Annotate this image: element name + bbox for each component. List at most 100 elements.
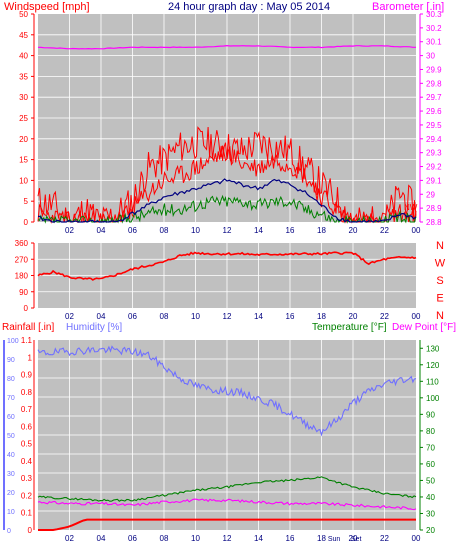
x-tick-label: 08 [160,312,169,321]
humidity-title: Humidity [%] [66,322,122,333]
rain-tick-label: 0.6 [21,422,33,431]
humidity-tick-label: 100 [7,338,19,345]
temperature-tick-label: 120 [426,361,440,370]
x-tick-label: 22 [380,226,389,235]
barometer-tick-label: 30.2 [426,24,442,33]
x-tick-label: 06 [128,226,137,235]
direction-tick-label: 360 [15,239,29,248]
humidity-axis: 0 10 20 30 40 50 60 70 80 90 100 [3,338,19,535]
rain-tick-label: 0.7 [21,405,33,414]
rain-tick-label: 0.8 [21,388,33,397]
x-tick-label: 22 [380,312,389,321]
barometer-tick-label: 29.3 [426,149,442,158]
temperature-line [37,476,417,502]
windspeed-tick-label: 40 [19,52,28,61]
temperature-tick-label: 70 [426,443,435,452]
windspeed-tick-label: 45 [19,31,28,40]
humidity-tick-label: 90 [7,357,15,364]
barometer-tick-label: 30 [426,52,435,61]
barometer-tick-label: 29.1 [426,176,442,185]
x-tick-label: 10 [191,226,200,235]
rain-tick-label: 1.1 [21,336,33,345]
rain-tick-label: 0.5 [21,440,33,449]
x-tick-label: 16 [286,226,295,235]
x-tick-label: 12 [223,226,232,235]
temperature-tick-label: 110 [426,377,439,386]
x-tick-label: 20 [349,534,358,543]
x-tick-label: 18 [317,226,326,235]
x-tick-label: 08 [160,534,169,543]
x-tick-label: 00 [412,534,421,543]
bottom-x-axis: 02 04 06 08 10 12 14 16 18 20 22 00 Sun Set [65,534,421,543]
rain-tick-label: 0.2 [21,491,33,500]
compass-label: S [436,275,443,287]
rain-tick-label: 0.1 [21,509,33,518]
rainfall-line [38,518,416,531]
x-tick-label: 16 [286,534,295,543]
windspeed-tick-label: 15 [19,156,28,165]
barometer-title: Barometer [.in] [372,1,444,13]
windspeed-tick-label: 30 [19,93,28,102]
barometer-line [37,44,416,50]
x-tick-label: 02 [65,226,74,235]
wind-x-axis: 02 04 06 08 10 12 14 16 18 20 22 00 [65,226,421,235]
x-tick-label: 14 [254,226,263,235]
temperature-tick-label: 40 [426,493,435,502]
rain-tick-label: 0.4 [21,457,33,466]
compass-label: N [436,240,444,252]
direction-tick-label: 90 [19,288,28,297]
windspeed-tick-label: 20 [19,135,28,144]
direction-tick-label: 180 [15,272,29,281]
direction-tick-label: 270 [15,255,29,264]
windspeed-line [37,142,417,224]
direction-series [37,251,417,281]
barometer-tick-label: 29.5 [426,121,442,130]
dewpoint-line [37,498,417,511]
temperature-tick-label: 60 [426,460,435,469]
barometer-tick-label: 28.8 [426,218,442,227]
temperature-tick-label: 30 [426,509,435,518]
x-tick-label: 04 [97,226,106,235]
windspeed-title: Windspeed [mph] [4,1,90,13]
windspeed-tick-label: 50 [19,10,28,19]
sunset-label-set: Set [351,536,362,543]
temperature-tick-label: 20 [426,526,435,535]
temperature-axis: 20 30 40 50 60 70 80 90 100 110 120 130 [419,340,440,535]
humidity-tick-label: 10 [7,509,15,516]
direction-x-axis: 02 04 06 08 10 12 14 16 18 20 22 00 [65,312,421,321]
x-tick-label: 00 [412,312,421,321]
humidity-tick-label: 0 [7,528,11,535]
barometer-tick-label: 29.8 [426,79,442,88]
dewpoint-title: Dew Point [°F] [392,322,456,333]
humidity-tick-label: 30 [7,471,15,478]
rain-axis: 0 0.1 0.2 0.3 0.4 0.5 0.6 0.7 0.8 0.9 1 1.1 [21,336,35,535]
wind-grid [38,14,416,222]
barometer-axis: 28.8 28.9 29 29.1 29.2 29.3 29.4 29.5 29.6 29.7 29… [419,10,442,227]
barometer-tick-label: 29.9 [426,65,442,74]
barometer-tick-label: 30.1 [426,38,442,47]
compass-label: W [435,258,446,270]
temperature-tick-label: 50 [426,476,435,485]
temperature-tick-label: 80 [426,427,435,436]
rain-tick-label: 0.9 [21,371,33,380]
bottom-series [37,345,417,531]
x-tick-label: 22 [380,534,389,543]
x-tick-label: 06 [128,534,137,543]
barometer-tick-label: 29.4 [426,135,442,144]
x-tick-label: 14 [254,312,263,321]
x-tick-label: 08 [160,226,169,235]
humidity-tick-label: 40 [7,452,15,459]
sunset-label-sun: Sun [328,536,341,543]
x-tick-label: 06 [128,312,137,321]
barometer-tick-label: 29.6 [426,107,442,116]
humidity-line [37,345,417,437]
barometer-tick-label: 29 [426,190,435,199]
temperature-title: Temperature [°F] [312,322,387,333]
x-tick-label: 18 [317,534,326,543]
windspeed-tick-label: 35 [19,72,28,81]
rainfall-title: Rainfall [.in] [2,322,54,333]
x-tick-label: 20 [349,312,358,321]
x-tick-label: 02 [65,534,74,543]
direction-tick-label: 0 [24,304,29,313]
x-tick-label: 02 [65,312,74,321]
